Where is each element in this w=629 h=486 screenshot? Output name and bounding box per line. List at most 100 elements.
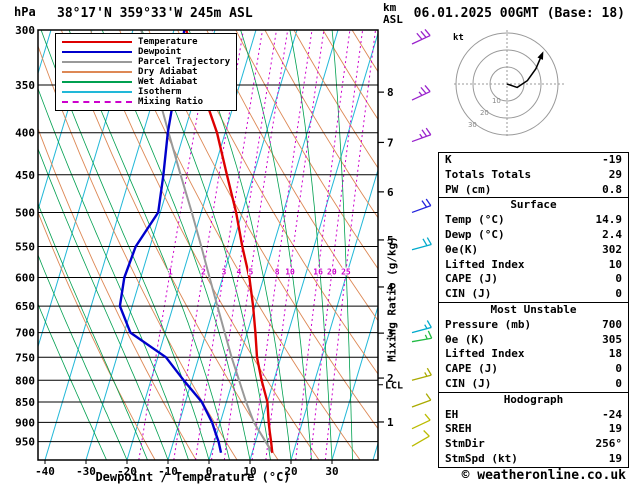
- km-tick-label: 5: [387, 234, 394, 247]
- wind-barb-feather: [424, 29, 431, 36]
- mixing-ratio-value-label: 16: [313, 268, 323, 277]
- legend: Temperature Dewpoint Parcel Trajectory D…: [55, 33, 238, 111]
- dry-adiabat-line-sample: [62, 71, 132, 73]
- mixing-ratio-line: [295, 30, 351, 460]
- dry-adiabat: [293, 30, 378, 169]
- stat-row-surface-dewp: Dewp (°C) 2.4: [445, 227, 622, 241]
- temp-tick-label: 0: [206, 465, 213, 478]
- wind-barb-staff: [411, 435, 430, 447]
- hodograph-ring-label: 30: [468, 121, 477, 129]
- lcl-label: LCL: [385, 381, 403, 392]
- mixing-ratio-line: [251, 30, 313, 460]
- stat-row-surface-cin: CIN (J) 0: [445, 287, 622, 301]
- pressure-tick-label: 850: [15, 396, 35, 409]
- pressure-tick-label: 550: [15, 240, 35, 253]
- mixing-ratio-value-label: 3: [221, 268, 226, 277]
- mixing-ratio-value-label: 2: [201, 268, 206, 277]
- isotherm: [249, 31, 378, 460]
- stat-row-mu-pressure: Pressure (mb) 700: [445, 317, 622, 331]
- legend-label: Parcel Trajectory: [138, 57, 231, 67]
- km-tick-label: 6: [387, 186, 394, 199]
- stat-row-stmdir: StmDir 256°: [445, 437, 622, 451]
- stat-row-mu-cin: CIN (J) 0: [445, 376, 622, 390]
- mixing-ratio-line: [324, 30, 376, 460]
- wind-barb-feather: [426, 367, 432, 376]
- isotherm-line-sample: [62, 91, 132, 93]
- station-title: 38°17'N 359°33'W 245m ASL: [57, 6, 253, 21]
- pressure-tick-label: 600: [15, 272, 35, 285]
- legend-label: Mixing Ratio: [138, 97, 204, 107]
- hodograph-trace: [506, 56, 542, 89]
- isotherm: [331, 304, 378, 460]
- dry-adiabat: [264, 30, 378, 219]
- x-axis-label: Dewpoint / Temperature (°C): [95, 470, 291, 484]
- temp-tick-label: 10: [243, 465, 256, 478]
- legend-row: Wet Adiabat: [62, 77, 230, 87]
- km-tick-label: 7: [387, 136, 394, 149]
- temp-tick-label: 20: [284, 465, 297, 478]
- legend-label: Dry Adiabat: [138, 67, 198, 77]
- stat-row-surface-lifted-index: Lifted Index 10: [445, 257, 622, 271]
- isotherm: [0, 30, 10, 460]
- section-header-most-unstable: Most Unstable: [439, 301, 628, 318]
- hodograph-unit-label: kt: [453, 33, 464, 43]
- legend-row: Dewpoint: [62, 47, 230, 57]
- legend-row: Dry Adiabat: [62, 67, 230, 77]
- mixing-ratio-line: [309, 30, 364, 460]
- mixing-ratio-line-sample: [62, 101, 132, 103]
- wind-barbs: [411, 29, 433, 447]
- wind-barb-feather: [424, 413, 431, 421]
- wind-barb-feather: [424, 85, 431, 93]
- temperature-line: [185, 30, 274, 453]
- pressure-tick-label: 450: [15, 169, 35, 182]
- wind-barb-feather: [420, 86, 427, 94]
- hodograph-ring: [472, 49, 542, 119]
- wind-barb-feather: [421, 200, 428, 208]
- temp-tick-label: -20: [117, 465, 137, 478]
- stat-row-totals-totals: Totals Totals 29: [445, 167, 622, 181]
- wind-barb-feather: [422, 238, 428, 247]
- stat-row-surface-cape: CAPE (J) 0: [445, 272, 622, 286]
- km-tick-label: 3: [387, 327, 394, 340]
- legend-row: Temperature: [62, 37, 230, 47]
- stats-panel: K -19 Totals Totals 29 PW (cm) 0.8 Surface …: [438, 152, 629, 468]
- km-tick-label: 2: [387, 372, 394, 385]
- wind-barb-feather: [427, 330, 433, 339]
- wind-barb-staff: [411, 337, 432, 343]
- parcel-trajectory-line: [140, 30, 274, 454]
- wind-barb-feather: [425, 198, 432, 206]
- pressure-unit-label: hPa: [14, 5, 36, 19]
- altitude-axis-unit: km ASL: [383, 2, 403, 26]
- plot-border: [37, 29, 379, 461]
- pressure-tick-label: 350: [15, 79, 35, 92]
- hodograph-ring: [455, 32, 559, 136]
- stat-row-surface-thetae: θe(K) 302: [445, 242, 622, 256]
- wind-barb-feather: [425, 393, 432, 401]
- legend-row: Parcel Trajectory: [62, 57, 230, 67]
- section-header-surface: Surface: [439, 197, 628, 213]
- pressure-tick-label: 800: [15, 374, 35, 387]
- wind-barb-staff: [411, 399, 432, 408]
- dry-adiabat: [235, 30, 378, 270]
- isotherm: [290, 168, 378, 460]
- stat-row-mu-cape: CAPE (J) 0: [445, 362, 622, 376]
- hodograph-arrowhead: [537, 51, 544, 60]
- legend-row: Mixing Ratio: [62, 97, 230, 107]
- temperature-line-sample: [62, 41, 132, 43]
- mixing-ratio-value-label: 25: [341, 268, 351, 277]
- mixing-ratio-value-label: 4: [237, 268, 242, 277]
- stat-row-k: K -19: [445, 153, 622, 166]
- wind-barb-feather: [426, 320, 432, 328]
- legend-row: Isotherm: [62, 87, 230, 97]
- wind-barb-half-feather: [424, 324, 428, 329]
- dewpoint-line-sample: [62, 51, 132, 53]
- wind-barb-staff: [411, 243, 432, 251]
- legend-label: Isotherm: [138, 87, 182, 97]
- pressure-tick-label: 400: [15, 127, 35, 140]
- wind-barb-staff: [411, 374, 432, 381]
- legend-label: Dewpoint: [138, 47, 182, 57]
- pressure-tick-label: 500: [15, 206, 35, 219]
- mixing-ratio-value-label: 5: [249, 268, 254, 277]
